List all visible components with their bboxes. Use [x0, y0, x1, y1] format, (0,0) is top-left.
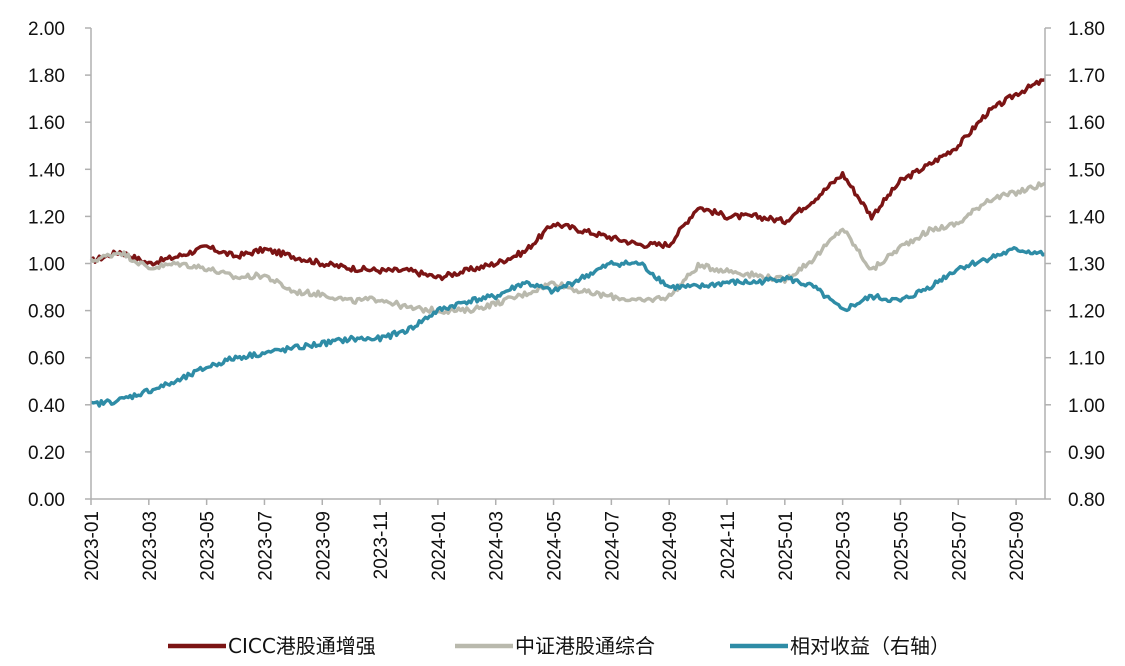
x-tick-label: 2025-03 [834, 511, 855, 581]
left-tick-label: 0.40 [28, 396, 65, 417]
left-tick-label: 1.60 [28, 113, 65, 134]
x-tick-label: 2023-09 [313, 511, 334, 581]
series-line-3 [90, 246, 1046, 408]
left-tick-label: 1.20 [28, 207, 65, 228]
right-tick-label: 0.80 [1068, 490, 1105, 511]
x-tick-label: 2024-09 [660, 511, 681, 581]
legend-label-2: 中证港股通综合 [515, 634, 655, 658]
left-tick-label: 1.80 [28, 66, 65, 87]
right-tick-label: 1.50 [1068, 160, 1105, 181]
right-tick-label: 0.90 [1068, 443, 1105, 464]
x-tick-label: 2025-05 [891, 511, 912, 581]
series-lines [89, 78, 1046, 408]
x-tick-label: 2024-05 [545, 511, 566, 581]
right-tick-label: 1.30 [1068, 255, 1105, 276]
x-tick-label: 2023-01 [82, 511, 103, 581]
left-tick-label: 1.00 [28, 255, 65, 276]
right-tick-label: 1.70 [1068, 66, 1105, 87]
left-tick-label: 2.00 [28, 19, 65, 40]
legend-label-1: CICC港股通增强 [228, 634, 376, 658]
series-line-1 [90, 78, 1046, 282]
x-tick-label: 2023-05 [198, 511, 219, 581]
right-tick-label: 1.80 [1068, 19, 1105, 40]
x-tick-label: 2024-03 [487, 511, 508, 581]
left-tick-label: 0.60 [28, 349, 65, 370]
left-tick-label: 0.80 [28, 302, 65, 323]
x-tick-label: 2025-07 [949, 511, 970, 581]
right-tick-label: 1.00 [1068, 396, 1105, 417]
x-tick-label: 2023-03 [140, 511, 161, 581]
left-axis-ticks: 0.00 0.20 0.40 0.60 0.80 1.00 1.20 1.40 1.60 1.80… [28, 19, 91, 511]
right-tick-label: 1.60 [1068, 113, 1105, 134]
x-tick-label: 2023-11 [371, 511, 392, 579]
x-axis-ticks: 2023-01 2023-03 2023-05 2023-07 2023-09 2023-… [82, 499, 1028, 581]
left-tick-label: 0.00 [28, 490, 65, 511]
x-tick-label: 2025-01 [776, 511, 797, 581]
right-tick-label: 1.10 [1068, 349, 1105, 370]
left-tick-label: 0.20 [28, 443, 65, 464]
legend: CICC港股通增强 中证港股通综合 相对收益（右轴） [168, 634, 950, 658]
x-tick-label: 2024-07 [602, 511, 623, 581]
x-tick-label: 2024-01 [429, 511, 450, 581]
right-axis-ticks: 0.80 0.90 1.00 1.10 1.20 1.30 1.40 1.50 1.60 1.70… [1045, 19, 1105, 511]
right-tick-label: 1.20 [1068, 302, 1105, 323]
x-tick-label: 2024-11 [718, 511, 739, 579]
right-tick-label: 1.40 [1068, 207, 1105, 228]
series-line-2 [89, 181, 1046, 315]
legend-label-3: 相对收益（右轴） [790, 634, 950, 658]
x-tick-label: 2025-09 [1007, 511, 1028, 581]
x-tick-label: 2023-07 [255, 511, 276, 581]
left-tick-label: 1.40 [28, 160, 65, 181]
